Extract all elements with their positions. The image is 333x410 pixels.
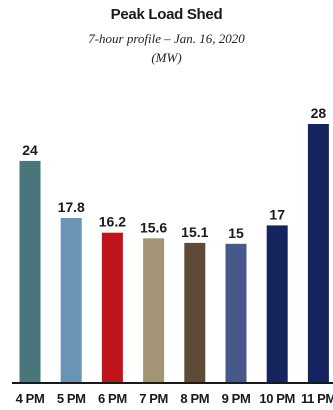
x-tick-label-11-pm: 11 PM	[301, 391, 333, 406]
x-tick-label-5-pm: 5 PM	[57, 391, 86, 406]
data-label-4-pm: 24	[22, 142, 38, 158]
bar-7-pm	[143, 238, 165, 382]
bar-11-pm	[307, 124, 329, 382]
x-tick-label-4-pm: 4 PM	[16, 391, 45, 406]
x-tick-label-10-pm: 10 PM	[259, 391, 295, 406]
data-label-9-pm: 15	[228, 225, 244, 241]
data-label-6-pm: 16.2	[99, 214, 126, 230]
bar-10-pm	[266, 225, 288, 382]
bar-9-pm	[225, 243, 247, 382]
chart-subtitle: 7-hour profile – Jan. 16, 2020	[88, 31, 245, 46]
x-tick-label-8-pm: 8 PM	[180, 391, 209, 406]
bar-8-pm	[184, 242, 206, 382]
chart-unit-label: (MW)	[151, 50, 182, 65]
data-label-10-pm: 17	[269, 206, 285, 222]
x-tick-label-7-pm: 7 PM	[139, 391, 168, 406]
data-label-8-pm: 15.1	[181, 224, 208, 240]
x-tick-label-6-pm: 6 PM	[98, 391, 127, 406]
x-tick-label-9-pm: 9 PM	[222, 391, 251, 406]
data-label-7-pm: 15.6	[140, 219, 167, 235]
data-label-5-pm: 17.8	[58, 199, 85, 215]
bar-4-pm	[19, 160, 41, 382]
chart-title: Peak Load Shed	[110, 6, 223, 23]
data-label-11-pm: 28	[311, 105, 327, 121]
bar-6-pm	[101, 232, 123, 382]
bar-5-pm	[60, 218, 82, 382]
